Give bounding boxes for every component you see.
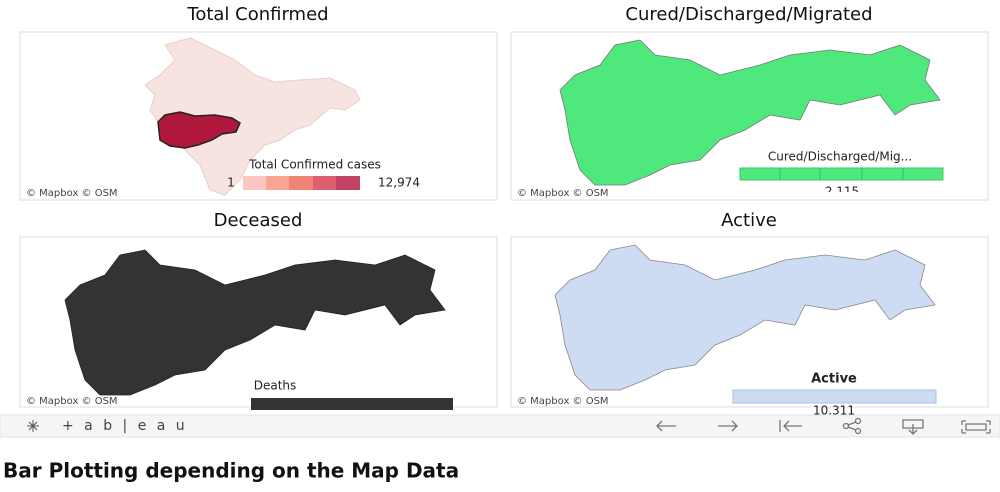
toolbar: [0, 414, 1000, 438]
legend-title: Active: [811, 372, 857, 387]
legend-swatch: [243, 176, 266, 190]
legend-title: Total Confirmed cases: [248, 158, 381, 172]
legend-swatch: [266, 176, 289, 190]
share-button[interactable]: [842, 417, 862, 435]
legend-max: 12,974: [378, 176, 420, 190]
legend-bar: [739, 167, 944, 181]
map: © Mapbox © OSM: [26, 37, 361, 199]
download-button[interactable]: [902, 419, 924, 435]
legend-swatch: [289, 176, 313, 190]
legend-min: 1: [227, 176, 235, 190]
attribution: © Mapbox © OSM: [517, 396, 609, 407]
legend-title: Deaths: [254, 379, 297, 393]
tableau-logo[interactable]: + a b | e a u: [27, 418, 188, 434]
logo-mark: [27, 420, 39, 432]
maharashtra-map: [157, 111, 241, 149]
attribution: © Mapbox © OSM: [26, 396, 118, 407]
share-node: [842, 422, 850, 430]
legend-swatch: [732, 389, 937, 404]
legend-divider: [779, 168, 904, 180]
legend-value: 2,115: [825, 185, 859, 199]
legend-swatch: [336, 176, 360, 190]
panel-title: Active: [721, 210, 777, 231]
legend-swatch: [739, 167, 944, 181]
legend-scale: [243, 176, 360, 190]
legend-value-clip: 10,311: [813, 404, 855, 418]
legend-swatch: [251, 398, 453, 410]
legend-title: Cured/Discharged/Mig...: [768, 150, 912, 164]
panel-title: Deceased: [214, 210, 303, 231]
attribution: © Mapbox © OSM: [517, 188, 609, 199]
india-map: [144, 37, 361, 196]
legend-value: 10,311: [813, 404, 855, 418]
logo-text: + a b | e a u: [62, 418, 188, 434]
attribution: © Mapbox © OSM: [26, 188, 118, 199]
fullscreen-button[interactable]: [961, 420, 991, 434]
share-link: [847, 421, 857, 431]
share-node: [854, 417, 862, 425]
panel-title: Cured/Discharged/Migrated: [625, 4, 872, 25]
undo-button[interactable]: [656, 420, 676, 432]
redo-button[interactable]: [718, 420, 738, 432]
legend-swatch: [313, 176, 336, 190]
panel-title: Total Confirmed: [186, 4, 328, 25]
share-node: [854, 427, 862, 435]
caption: Bar Plotting depending on the Map Data: [3, 459, 459, 483]
legend-value-clip: 2,115: [825, 185, 859, 199]
revert-button[interactable]: [779, 420, 802, 432]
